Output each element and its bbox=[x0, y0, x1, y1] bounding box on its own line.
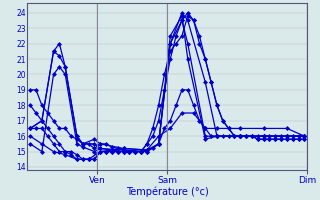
X-axis label: Température (°c): Température (°c) bbox=[126, 186, 209, 197]
